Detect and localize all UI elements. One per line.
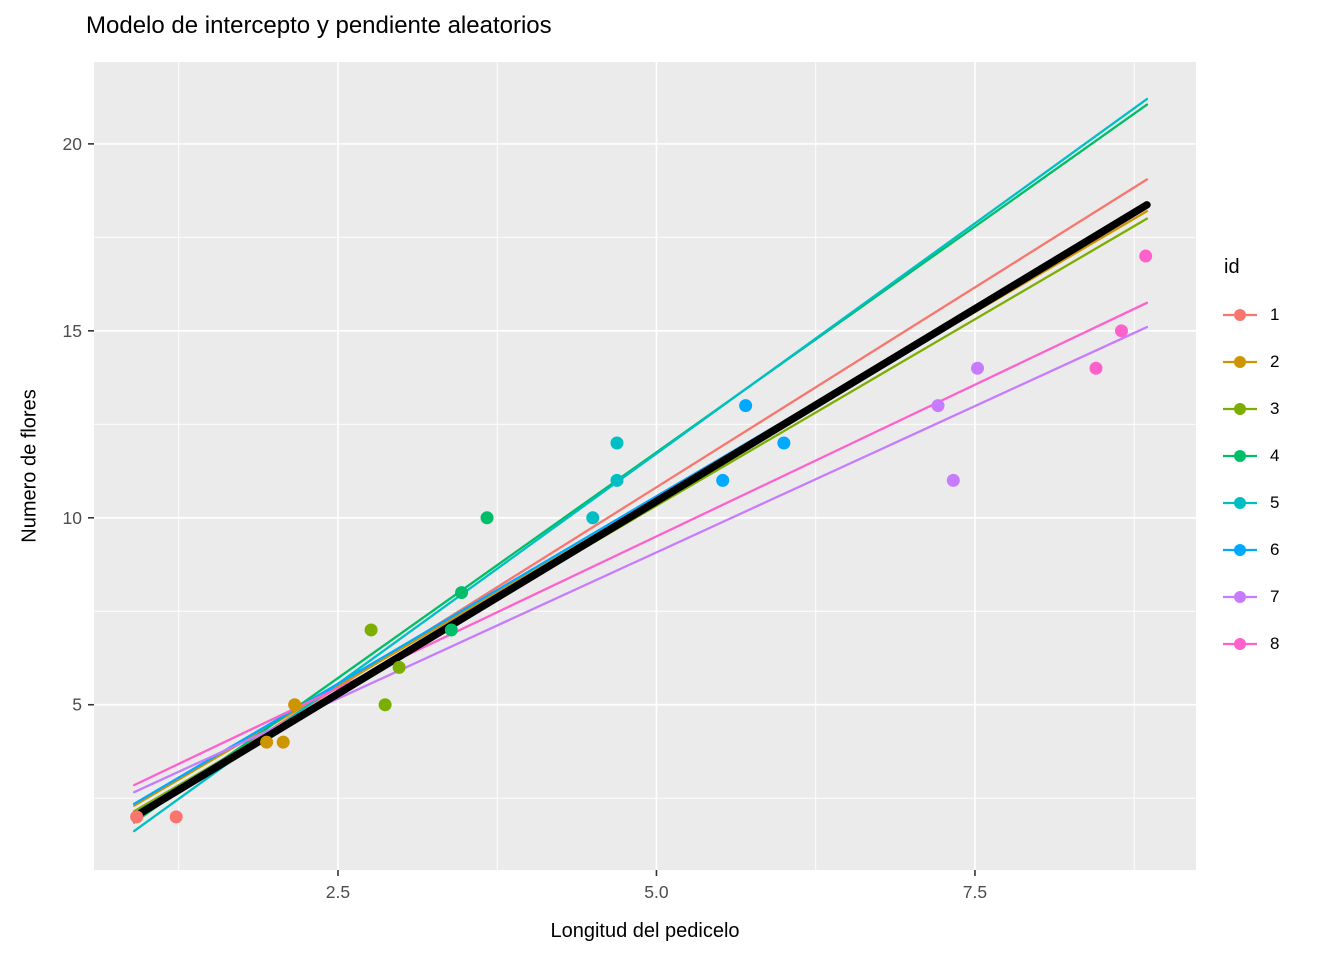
- overall-fit-line: [130, 201, 1151, 821]
- legend-point-glyph: [1234, 402, 1246, 415]
- fit-line-id-8: [132, 301, 1149, 787]
- fit-line-id-5: [132, 97, 1149, 833]
- y-axis-title: Numero de flores: [18, 389, 41, 543]
- legend-key-swatch-1: [1223, 308, 1257, 321]
- data-point-id-5: [610, 436, 624, 450]
- data-point-id-6: [777, 436, 791, 450]
- data-point-id-2: [276, 735, 290, 749]
- legend-point-glyph: [1234, 637, 1246, 650]
- data-point-id-4: [444, 623, 458, 637]
- data-point-id-4: [480, 511, 494, 525]
- x-axis-title: Longitud del pedicelo: [0, 920, 1290, 943]
- legend-items: 1 2 3 4 5 6 7 8: [1222, 291, 1279, 667]
- data-point-id-3: [378, 698, 392, 712]
- legend-item-7: 7: [1222, 573, 1279, 620]
- data-point-id-3: [392, 660, 406, 674]
- data-point-id-7: [971, 361, 985, 375]
- legend-key-swatch-6: [1223, 543, 1257, 556]
- fit-line-id-4: [132, 103, 1149, 824]
- legend-key-swatch-4: [1223, 449, 1257, 462]
- legend: id 1 2 3 4 5 6 7 8: [1222, 256, 1279, 667]
- data-point-id-1: [130, 810, 144, 824]
- data-point-id-4: [455, 586, 469, 600]
- legend-point-glyph: [1234, 308, 1246, 321]
- data-point-id-7: [946, 473, 960, 487]
- legend-label-6: 6: [1270, 539, 1280, 559]
- legend-key-swatch-8: [1223, 637, 1257, 650]
- data-point-id-5: [586, 511, 600, 525]
- data-point-id-5: [610, 473, 624, 487]
- legend-label-8: 8: [1270, 633, 1280, 653]
- legend-item-1: 1: [1222, 291, 1279, 338]
- legend-label-5: 5: [1270, 492, 1280, 512]
- legend-point-glyph: [1234, 496, 1246, 509]
- x-axis-title-text: Longitud del pedicelo: [550, 920, 740, 942]
- x-tick-label: 2.5: [326, 882, 350, 902]
- data-point-id-7: [931, 399, 945, 413]
- x-tick-label: 7.5: [963, 882, 987, 902]
- legend-label-7: 7: [1270, 586, 1280, 606]
- y-tick-label: 15: [63, 321, 82, 341]
- y-tick-label: 5: [72, 695, 82, 715]
- legend-point-glyph: [1234, 590, 1246, 603]
- legend-point-glyph: [1234, 543, 1246, 556]
- legend-label-2: 2: [1270, 351, 1280, 371]
- data-point-id-3: [364, 623, 378, 637]
- legend-key-swatch-7: [1223, 590, 1257, 603]
- y-tick-label: 20: [63, 134, 83, 154]
- legend-point-glyph: [1234, 355, 1246, 368]
- legend-label-4: 4: [1270, 445, 1280, 465]
- legend-item-2: 2: [1222, 338, 1279, 385]
- data-point-id-2: [288, 698, 302, 712]
- legend-item-8: 8: [1222, 620, 1279, 667]
- legend-title: id: [1224, 256, 1240, 278]
- plot-title: Modelo de intercepto y pendiente aleator…: [86, 12, 552, 39]
- data-point-id-8: [1114, 324, 1128, 338]
- legend-item-6: 6: [1222, 526, 1279, 573]
- legend-key-swatch-5: [1223, 496, 1257, 509]
- data-point-id-6: [716, 473, 730, 487]
- legend-item-4: 4: [1222, 432, 1279, 479]
- legend-label-3: 3: [1270, 398, 1280, 418]
- x-tick-label: 5.0: [644, 882, 669, 902]
- y-tick-label: 10: [63, 508, 83, 528]
- data-point-id-8: [1139, 249, 1153, 263]
- data-point-id-2: [260, 735, 274, 749]
- legend-label-1: 1: [1270, 304, 1280, 324]
- legend-point-glyph: [1234, 449, 1246, 462]
- legend-key-swatch-2: [1223, 355, 1257, 368]
- legend-item-3: 3: [1222, 385, 1279, 432]
- data-point-id-6: [739, 399, 753, 413]
- data-point-id-1: [169, 810, 183, 824]
- legend-key-swatch-3: [1223, 402, 1257, 415]
- legend-item-5: 5: [1222, 479, 1279, 526]
- data-point-id-8: [1089, 361, 1103, 375]
